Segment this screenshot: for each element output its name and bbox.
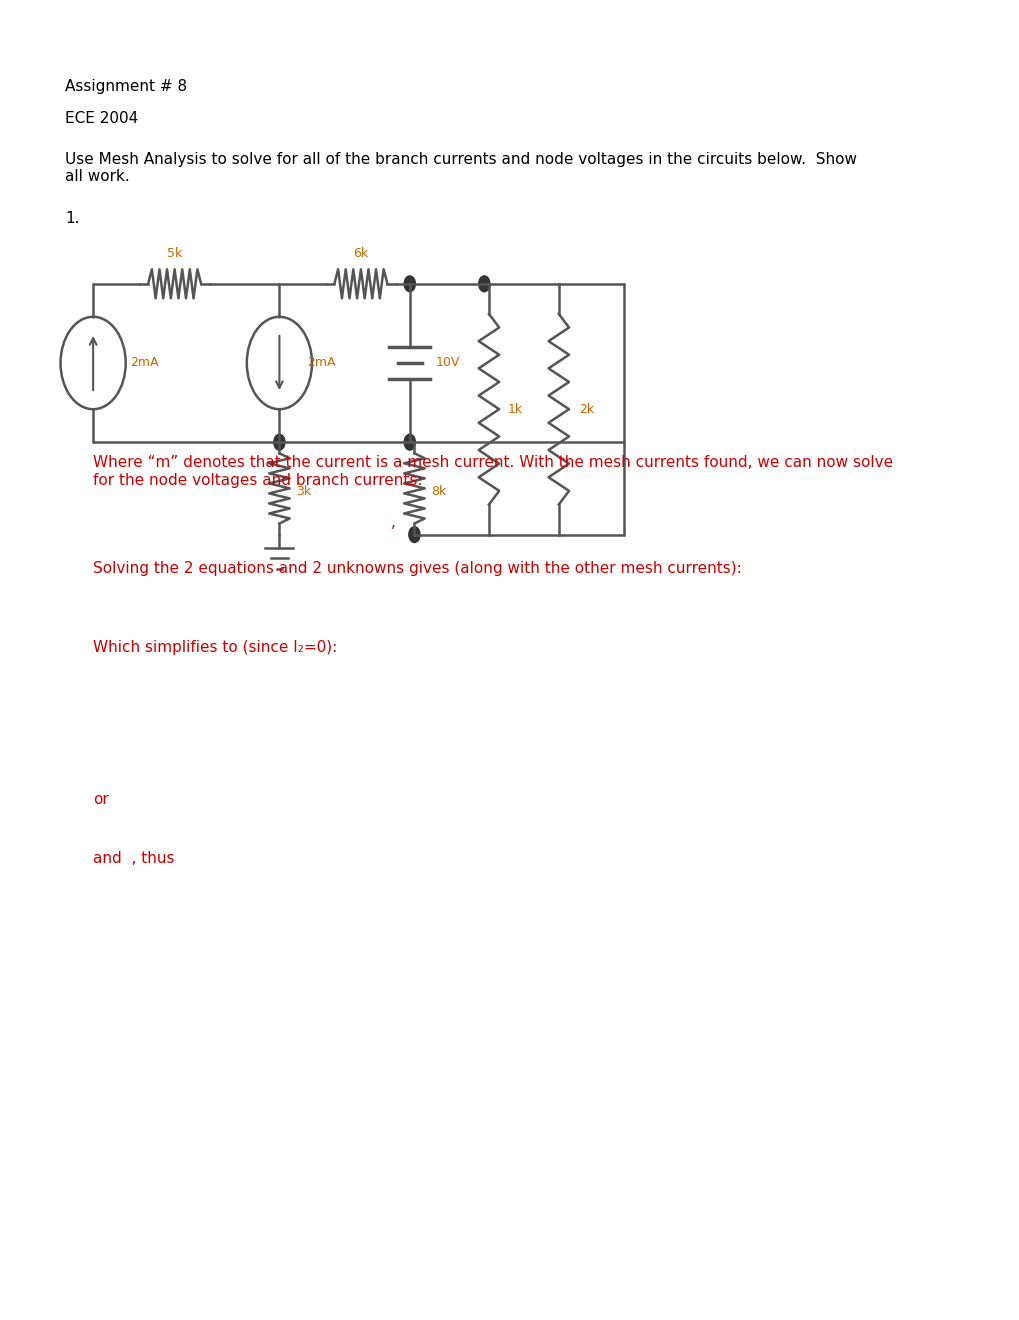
Text: 2mA: 2mA bbox=[307, 356, 335, 370]
Circle shape bbox=[404, 434, 415, 450]
Text: 6k: 6k bbox=[353, 247, 368, 260]
Text: 8k: 8k bbox=[431, 484, 446, 498]
Text: 1k: 1k bbox=[507, 403, 522, 416]
Text: ,: , bbox=[390, 515, 395, 529]
Circle shape bbox=[409, 527, 420, 543]
Text: Which simplifies to (since I₂=0):: Which simplifies to (since I₂=0): bbox=[93, 640, 337, 655]
Text: 3k: 3k bbox=[296, 484, 311, 498]
Text: Assignment # 8: Assignment # 8 bbox=[65, 79, 187, 94]
Text: Solving the 2 equations and 2 unknowns gives (along with the other mesh currents: Solving the 2 equations and 2 unknowns g… bbox=[93, 561, 741, 576]
Text: 5k: 5k bbox=[166, 247, 181, 260]
Circle shape bbox=[478, 276, 489, 292]
Text: 1.: 1. bbox=[65, 211, 79, 226]
Text: Use Mesh Analysis to solve for all of the branch currents and node voltages in t: Use Mesh Analysis to solve for all of th… bbox=[65, 152, 856, 185]
Text: Where “m” denotes that the current is a mesh current. With the mesh currents fou: Where “m” denotes that the current is a … bbox=[93, 455, 893, 488]
Circle shape bbox=[404, 276, 415, 292]
Text: 10V: 10V bbox=[435, 356, 460, 370]
Text: or: or bbox=[93, 792, 109, 807]
Text: 2k: 2k bbox=[579, 403, 594, 416]
Text: ECE 2004: ECE 2004 bbox=[65, 111, 139, 125]
Text: 2mA: 2mA bbox=[130, 356, 159, 370]
Circle shape bbox=[273, 434, 284, 450]
Text: and  , thus: and , thus bbox=[93, 851, 174, 866]
